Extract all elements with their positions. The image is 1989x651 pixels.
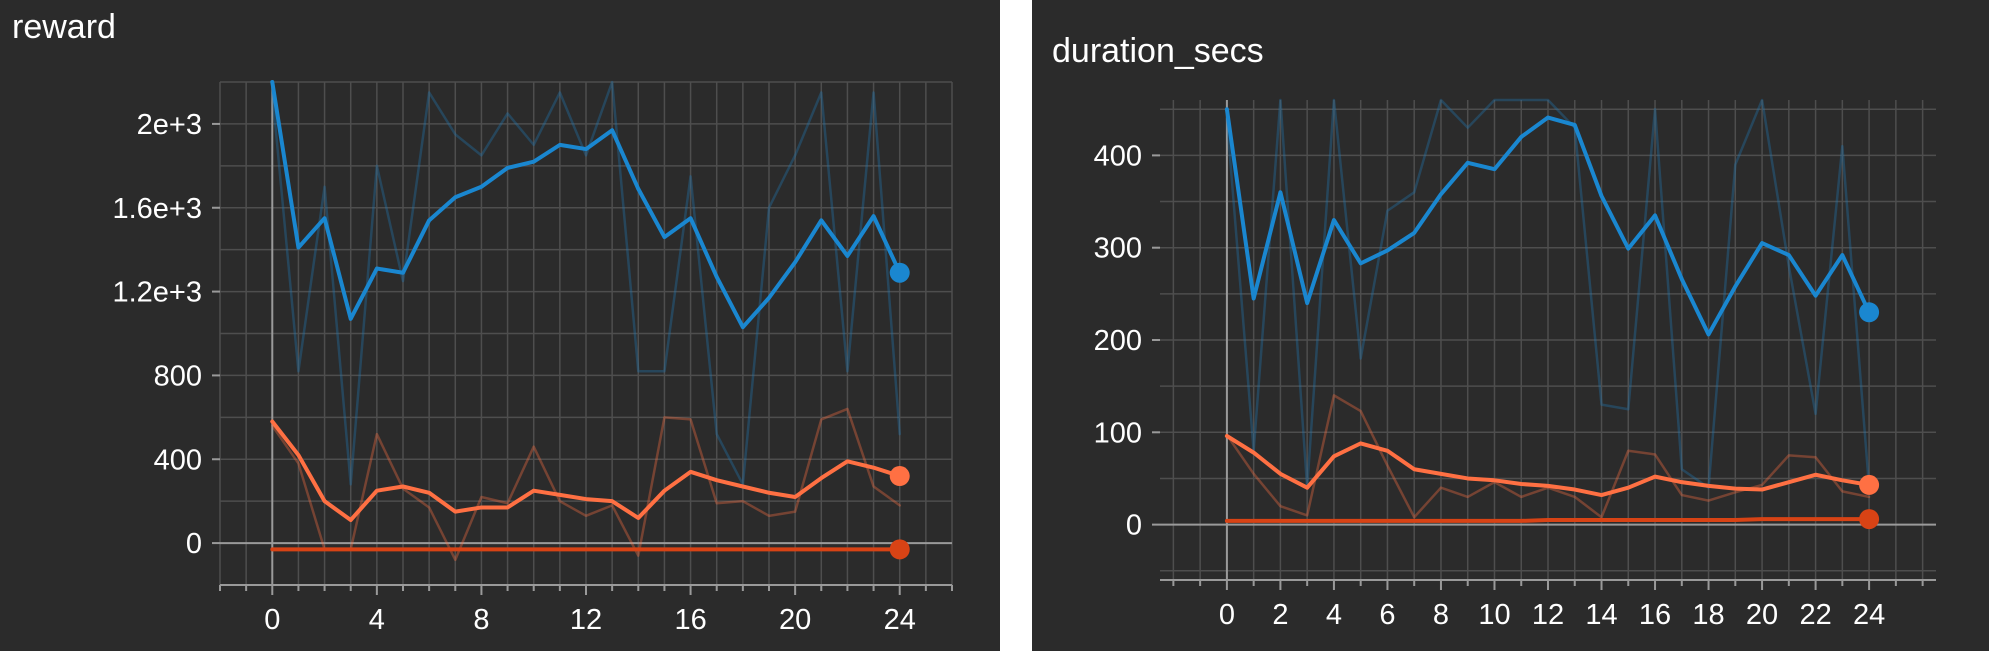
x-tick-label: 14 [1585,599,1617,631]
x-tick-label: 8 [1433,599,1449,631]
y-tick-label: 0 [1126,510,1142,542]
x-tick-label: 0 [264,604,280,636]
x-tick-label: 24 [884,604,916,636]
series-end-marker [1859,474,1880,495]
x-tick-label: 22 [1799,599,1831,631]
y-tick-label: 400 [154,444,202,476]
y-tick-label: 2e+3 [137,109,202,141]
x-tick-label: 10 [1478,599,1510,631]
series-end-marker [1859,509,1880,530]
smoothed-series-line [1224,107,1872,337]
smoothed-series-line [1224,517,1872,523]
series-end-marker [889,539,910,560]
y-tick-label: 1.2e+3 [112,277,202,309]
x-tick-label: 4 [369,604,385,636]
series-end-marker [889,466,910,487]
x-tick-label: 0 [1219,599,1235,631]
y-tick-label: 800 [154,360,202,392]
x-tick-label: 12 [570,604,602,636]
y-tick-label: 1.6e+3 [112,193,202,225]
x-tick-label: 20 [1746,599,1778,631]
series-end-marker [889,262,910,283]
x-tick-label: 24 [1853,599,1885,631]
x-tick-label: 18 [1692,599,1724,631]
y-tick-label: 200 [1094,325,1142,357]
x-tick-label: 16 [674,604,706,636]
smoothed-series-line [1224,434,1872,498]
y-tick-label: 0 [186,528,202,560]
reward-chart: 0 4 8 12 16 20 24 0 400 800 1.2e+3 1.6e+3 2e+3 [112,80,953,636]
x-tick-label: 20 [779,604,811,636]
smoothed-series-line [270,80,902,330]
duration-chart-card: duration_secs 0 2 4 6 8 10 12 14 16 18 20 22 24 0 100 2… [1032,0,1989,651]
x-tick-label: 2 [1272,599,1288,631]
x-tick-label: 4 [1326,599,1342,631]
y-tick-label: 100 [1094,417,1142,449]
series-end-marker [1859,302,1880,323]
chart-title: reward [12,8,116,46]
x-tick-label: 8 [473,604,489,636]
raw-series-line [271,407,901,562]
raw-series-line [271,80,901,486]
x-tick-label: 12 [1532,599,1564,631]
x-tick-label: 6 [1379,599,1395,631]
reward-chart-card: reward 0 4 8 12 16 20 24 0 400 800 1.2e+3 1.6e+3 2e+… [0,0,1000,651]
y-tick-label: 400 [1094,140,1142,172]
raw-series-line [1225,98,1871,489]
chart-title: duration_secs [1052,32,1264,70]
smoothed-series-line [270,419,902,523]
x-tick-label: 16 [1639,599,1671,631]
y-tick-label: 300 [1094,233,1142,265]
